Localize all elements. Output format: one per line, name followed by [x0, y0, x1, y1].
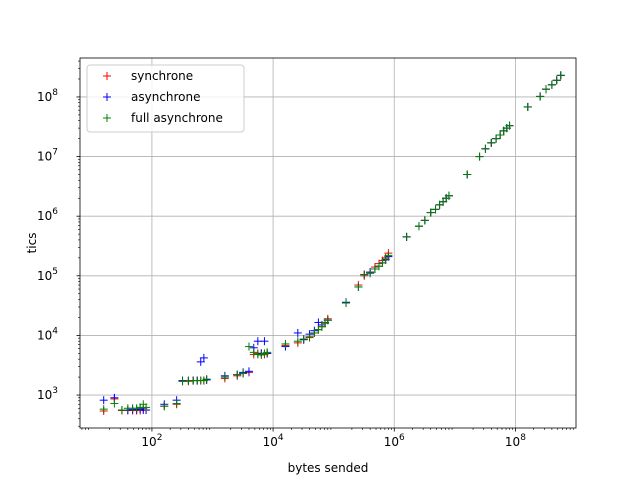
- grid-lines: [80, 58, 576, 428]
- data-point: [110, 399, 119, 408]
- axis-ticks: 102 104 106 108 103 104 105 106 107 108: [37, 60, 574, 449]
- data-point: [384, 251, 393, 260]
- data-point: [244, 367, 253, 376]
- data-point: [505, 121, 514, 130]
- data-point: [552, 76, 561, 85]
- data-point: [370, 265, 379, 274]
- data-point: [414, 222, 423, 231]
- data-point: [305, 333, 314, 342]
- data-point: [360, 270, 369, 279]
- data-point: [547, 80, 556, 89]
- plot-markers: [99, 71, 565, 415]
- data-point: [293, 328, 302, 337]
- legend-label: full asynchrone: [131, 111, 223, 125]
- y-axis-label: tics: [25, 233, 39, 254]
- data-point: [463, 170, 472, 179]
- legend-label: synchrone: [131, 69, 193, 83]
- data-point: [172, 399, 181, 408]
- series-full-asynchrone: [99, 71, 565, 415]
- y-tick-label: 108: [37, 88, 58, 104]
- x-tick-label: 108: [505, 433, 526, 449]
- y-tick-label: 107: [37, 148, 58, 164]
- data-point: [323, 316, 332, 325]
- data-point: [317, 322, 326, 331]
- data-point: [402, 232, 411, 241]
- y-tick-label: 103: [37, 386, 58, 402]
- legend-entry: full asynchrone: [103, 111, 223, 125]
- data-point: [293, 337, 302, 346]
- data-point: [99, 396, 108, 405]
- data-point: [542, 85, 551, 94]
- data-point: [444, 191, 453, 200]
- data-point: [202, 375, 211, 384]
- data-point: [536, 92, 545, 101]
- data-point: [366, 269, 375, 278]
- y-tick-label: 105: [37, 267, 58, 283]
- legend-box: [86, 64, 245, 133]
- x-tick-label: 106: [384, 433, 405, 449]
- data-point: [299, 335, 308, 344]
- data-point: [199, 353, 208, 362]
- data-point: [475, 152, 484, 161]
- data-point: [99, 405, 108, 414]
- data-point: [556, 71, 565, 80]
- data-point: [374, 262, 383, 271]
- data-point: [220, 373, 229, 382]
- data-point: [492, 134, 501, 143]
- legend-entry: synchrone: [103, 69, 193, 83]
- x-tick-label: 102: [141, 433, 162, 449]
- data-point: [244, 342, 253, 351]
- data-point: [342, 298, 351, 307]
- data-point: [496, 130, 505, 139]
- data-point: [426, 208, 435, 217]
- x-tick-label: 104: [263, 433, 284, 449]
- data-point: [142, 403, 151, 412]
- data-point: [132, 404, 141, 413]
- legend: synchrone asynchrone full asynchrone: [86, 64, 245, 133]
- data-point: [249, 348, 258, 357]
- data-point: [239, 369, 248, 378]
- legend-label: asynchrone: [131, 90, 201, 104]
- data-point: [178, 377, 187, 386]
- data-point: [233, 370, 242, 379]
- data-point: [253, 350, 262, 359]
- data-point: [431, 205, 440, 214]
- data-point: [481, 144, 490, 153]
- data-point: [117, 406, 126, 415]
- data-point: [263, 348, 272, 357]
- data-point: [523, 102, 532, 111]
- data-point: [487, 138, 496, 147]
- data-point: [160, 402, 169, 411]
- y-tick-label: 106: [37, 207, 58, 223]
- data-point: [354, 282, 363, 291]
- x-axis-label: bytes sended: [288, 461, 369, 475]
- legend-entry: asynchrone: [103, 90, 201, 104]
- data-point: [310, 328, 319, 337]
- y-tick-label: 104: [37, 326, 58, 342]
- data-point: [420, 216, 429, 225]
- data-point: [281, 339, 290, 348]
- data-point: [260, 337, 269, 346]
